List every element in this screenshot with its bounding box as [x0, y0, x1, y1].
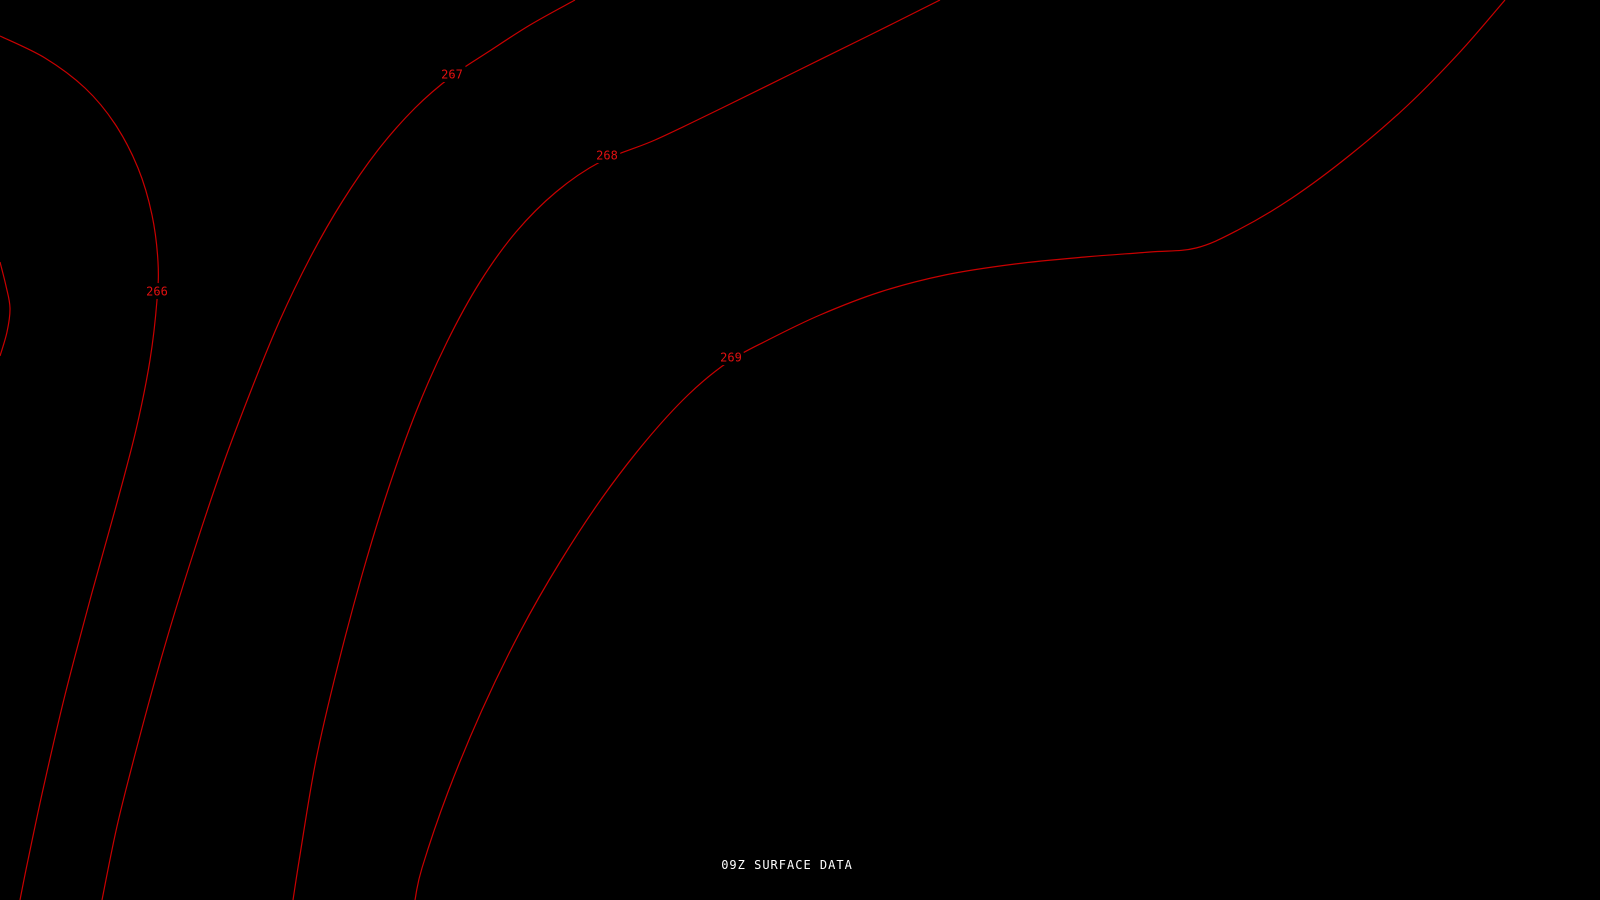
- contour-line-267: [101, 0, 576, 900]
- contour-label-267: 267: [441, 68, 463, 82]
- contour-line-unlabeled: [0, 261, 11, 357]
- contour-lines-group: [0, 0, 1506, 900]
- contour-labels-group: 266 267 268 269: [143, 64, 746, 368]
- contour-line-266: [0, 35, 159, 900]
- contour-label-268: 268: [596, 149, 618, 163]
- contour-line-269: [414, 0, 1506, 900]
- contour-label-266: 266: [146, 285, 168, 299]
- map-title: 09Z SURFACE DATA: [721, 858, 853, 872]
- contour-label-269: 269: [720, 351, 742, 365]
- contour-line-268: [292, 0, 941, 900]
